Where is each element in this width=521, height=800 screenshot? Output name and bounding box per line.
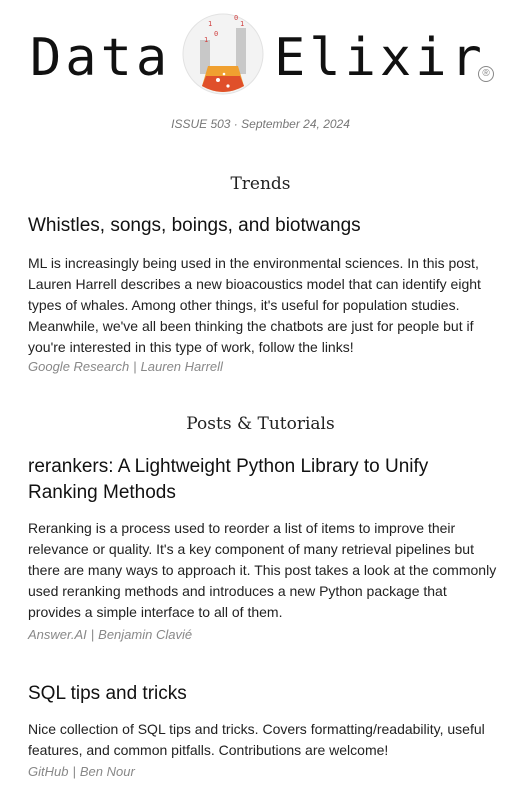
logo-text-data: Data <box>30 28 172 88</box>
article-meta: Answer.AI | Benjamin Clavié <box>28 626 498 644</box>
article-author-link[interactable]: Benjamin Clavié <box>98 627 193 642</box>
section-heading-trends: Trends <box>230 174 291 194</box>
article-title-link[interactable]: rerankers: A Lightweight Python Library … <box>28 456 429 503</box>
meta-separator: | <box>90 627 95 642</box>
article-author-link[interactable]: Lauren Harrell <box>140 359 223 374</box>
flask-emblem-icon: 1 0 1 0 1 <box>182 13 264 95</box>
article-source-link[interactable]: GitHub <box>28 764 69 779</box>
article-title-link[interactable]: SQL tips and tricks <box>28 683 187 704</box>
meta-separator: | <box>133 359 137 374</box>
article-title-link[interactable]: Whistles, songs, boings, and biotwangs <box>28 215 361 236</box>
svg-text:1: 1 <box>208 20 212 28</box>
article-author-link[interactable]: Ben Nour <box>79 764 135 779</box>
article-summary: ML is increasingly being used in the env… <box>28 255 481 355</box>
registered-mark: ® <box>478 66 494 82</box>
article-source-link[interactable]: Google Research <box>28 359 130 374</box>
svg-text:0: 0 <box>234 14 238 22</box>
svg-text:0: 0 <box>214 30 218 38</box>
data-elixir-logo[interactable]: Data 1 0 1 0 1 Elixir ® <box>0 0 521 112</box>
article-summary: Nice collection of SQL tips and tricks. … <box>28 721 485 758</box>
article-summary: Reranking is a process used to reorder a… <box>28 520 497 620</box>
svg-text:1: 1 <box>204 36 208 44</box>
logo-text-elixir: Elixir <box>274 28 486 88</box>
issue-line: ISSUE 503 · September 24, 2024 <box>171 117 350 131</box>
section-heading-posts-tutorials: Posts & Tutorials <box>186 414 335 434</box>
article-meta: Google Research | Lauren Harrell <box>28 358 498 376</box>
article-source-link[interactable]: Answer.AI <box>28 627 87 642</box>
meta-separator: | <box>72 764 76 779</box>
svg-text:1: 1 <box>240 20 244 28</box>
article-meta: GitHub | Ben Nour <box>28 763 498 781</box>
